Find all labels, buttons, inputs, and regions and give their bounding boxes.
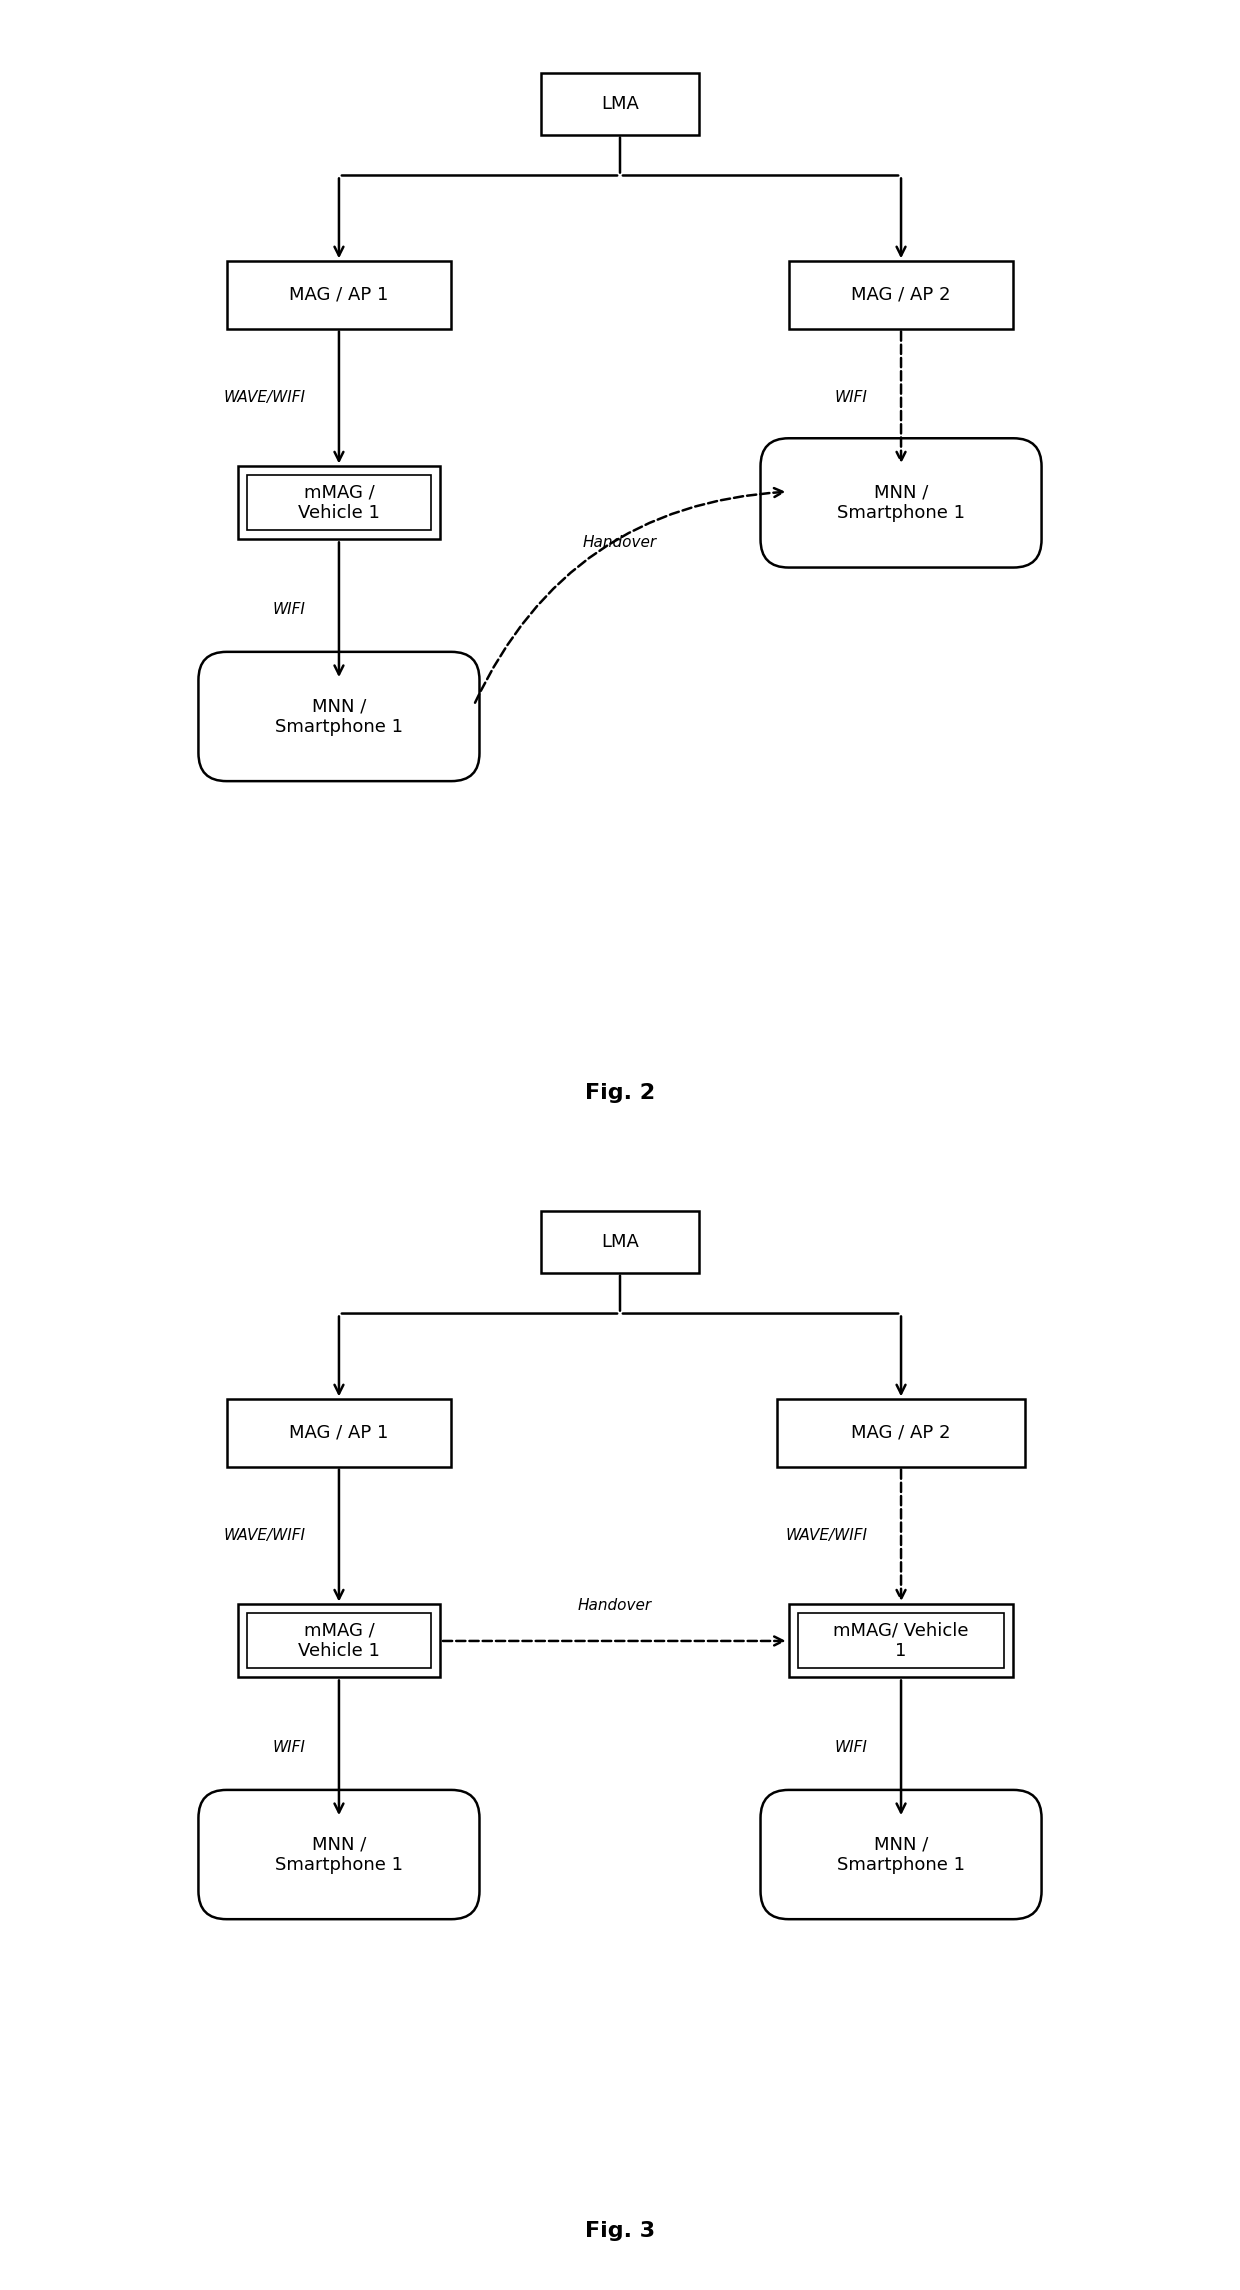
Text: WAVE/WIFI: WAVE/WIFI xyxy=(223,1527,305,1543)
Text: MNN /
Smartphone 1: MNN / Smartphone 1 xyxy=(837,1834,965,1873)
Text: LMA: LMA xyxy=(601,94,639,112)
FancyBboxPatch shape xyxy=(797,1614,1004,1669)
Text: Fig. 2: Fig. 2 xyxy=(585,1083,655,1104)
FancyBboxPatch shape xyxy=(227,261,451,330)
Text: MNN /
Smartphone 1: MNN / Smartphone 1 xyxy=(275,1834,403,1873)
Text: WIFI: WIFI xyxy=(273,602,305,618)
FancyBboxPatch shape xyxy=(247,1614,432,1669)
FancyBboxPatch shape xyxy=(227,1399,451,1466)
FancyBboxPatch shape xyxy=(542,1211,698,1273)
Text: WIFI: WIFI xyxy=(835,389,867,405)
FancyBboxPatch shape xyxy=(789,1605,1013,1679)
Text: MAG / AP 1: MAG / AP 1 xyxy=(289,1424,388,1443)
Text: WAVE/WIFI: WAVE/WIFI xyxy=(223,389,305,405)
FancyBboxPatch shape xyxy=(238,467,440,540)
Text: mMAG/ Vehicle
1: mMAG/ Vehicle 1 xyxy=(833,1621,968,1660)
Text: WIFI: WIFI xyxy=(273,1740,305,1754)
Text: mMAG /
Vehicle 1: mMAG / Vehicle 1 xyxy=(298,483,379,522)
FancyBboxPatch shape xyxy=(542,73,698,135)
Text: mMAG /
Vehicle 1: mMAG / Vehicle 1 xyxy=(298,1621,379,1660)
FancyBboxPatch shape xyxy=(760,437,1042,568)
Text: MAG / AP 2: MAG / AP 2 xyxy=(852,286,951,305)
FancyBboxPatch shape xyxy=(198,653,480,781)
Text: Handover: Handover xyxy=(583,536,657,550)
Text: LMA: LMA xyxy=(601,1232,639,1250)
Text: MAG / AP 1: MAG / AP 1 xyxy=(289,286,388,305)
Text: WAVE/WIFI: WAVE/WIFI xyxy=(785,1527,867,1543)
Text: MNN /
Smartphone 1: MNN / Smartphone 1 xyxy=(275,696,403,735)
FancyBboxPatch shape xyxy=(760,1791,1042,1919)
Text: MAG / AP 2: MAG / AP 2 xyxy=(852,1424,951,1443)
Text: Handover: Handover xyxy=(578,1598,651,1612)
FancyBboxPatch shape xyxy=(198,1791,480,1919)
Text: MNN /
Smartphone 1: MNN / Smartphone 1 xyxy=(837,483,965,522)
Text: WIFI: WIFI xyxy=(835,1740,867,1754)
Text: Fig. 3: Fig. 3 xyxy=(585,2221,655,2242)
FancyBboxPatch shape xyxy=(238,1605,440,1679)
FancyBboxPatch shape xyxy=(789,261,1013,330)
FancyBboxPatch shape xyxy=(247,476,432,531)
FancyBboxPatch shape xyxy=(777,1399,1024,1466)
